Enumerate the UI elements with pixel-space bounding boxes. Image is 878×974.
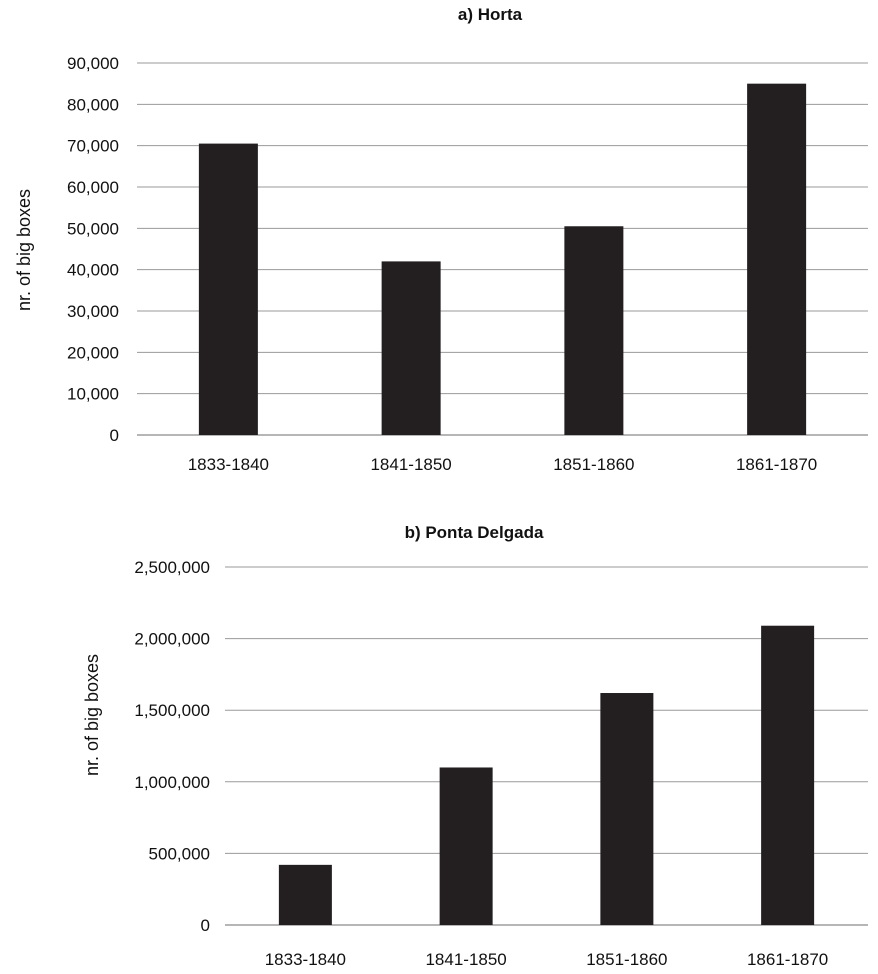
y-axis-label: nr. of big boxes bbox=[14, 189, 34, 311]
x-tick-label: 1861-1870 bbox=[736, 455, 817, 470]
y-tick-label: 1,000,000 bbox=[134, 773, 210, 792]
y-tick-label: 2,000,000 bbox=[134, 630, 210, 649]
bar bbox=[439, 767, 493, 925]
y-tick-label: 80,000 bbox=[67, 95, 119, 114]
y-tick-label: 40,000 bbox=[67, 261, 119, 280]
bar bbox=[600, 693, 654, 925]
y-tick-label: 2,500,000 bbox=[134, 558, 210, 577]
bar bbox=[747, 83, 807, 436]
y-tick-label: 60,000 bbox=[67, 178, 119, 197]
x-tick-label: 1833-1840 bbox=[265, 950, 346, 969]
x-tick-label: 1851-1860 bbox=[553, 455, 634, 470]
y-axis-label: nr. of big boxes bbox=[82, 654, 102, 776]
y-tick-label: 50,000 bbox=[67, 219, 119, 238]
x-tick-label: 1841-1850 bbox=[370, 455, 451, 470]
bar bbox=[564, 226, 624, 435]
y-tick-label: 1,500,000 bbox=[134, 701, 210, 720]
y-tick-label: 20,000 bbox=[67, 343, 119, 362]
y-tick-label: 30,000 bbox=[67, 302, 119, 321]
y-tick-label: 0 bbox=[201, 916, 210, 935]
chart-title: b) Ponta Delgada bbox=[405, 523, 544, 542]
y-tick-label: 70,000 bbox=[67, 137, 119, 156]
x-tick-label: 1851-1860 bbox=[586, 950, 667, 969]
chart-ponta-delgada: b) Ponta Delgada 0 500,000 1,000,000 1,500,… bbox=[82, 523, 868, 969]
x-tick-label: 1861-1870 bbox=[747, 950, 828, 969]
y-tick-label: 10,000 bbox=[67, 385, 119, 404]
bar bbox=[761, 625, 815, 925]
bar bbox=[381, 261, 441, 435]
y-tick-label: 500,000 bbox=[149, 844, 210, 863]
bar bbox=[198, 143, 258, 435]
x-tick-label: 1833-1840 bbox=[188, 455, 269, 470]
y-tick-label: 90,000 bbox=[67, 54, 119, 73]
bar bbox=[278, 864, 332, 925]
x-tick-label: 1841-1850 bbox=[425, 950, 506, 969]
chart-title: a) Horta bbox=[458, 5, 523, 24]
y-tick-label: 0 bbox=[110, 426, 119, 445]
chart-horta: a) Horta 0 10,000 20,000 30,000 40,000 50,000… bbox=[14, 5, 868, 470]
